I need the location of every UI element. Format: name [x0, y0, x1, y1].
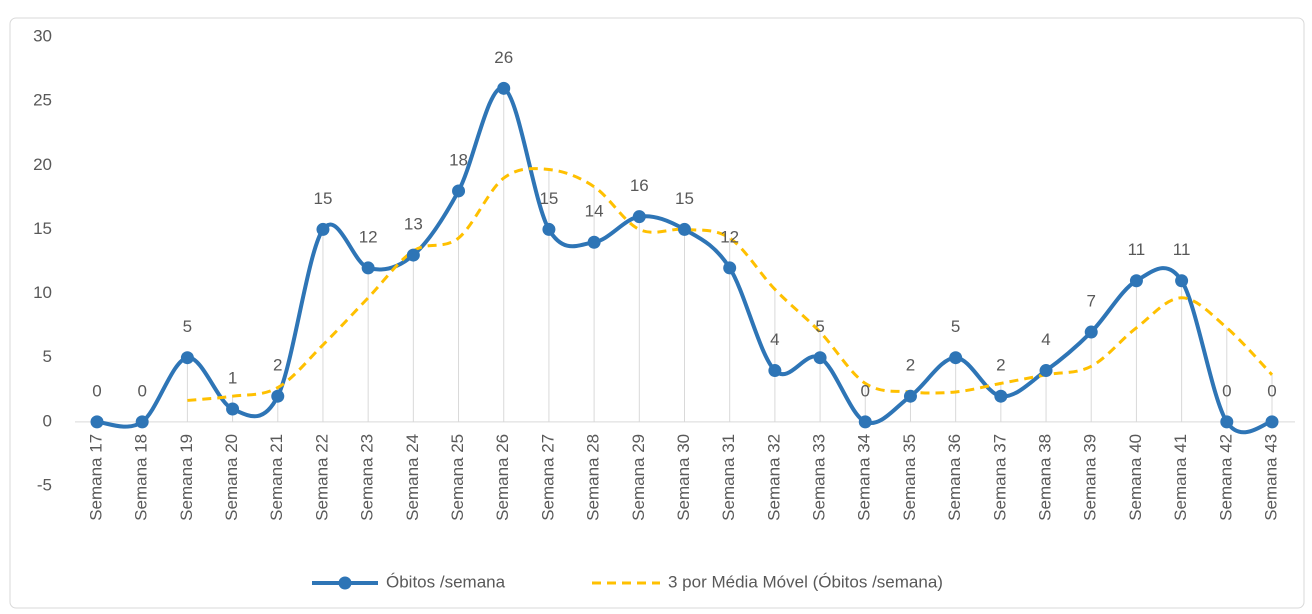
x-tick-label: Semana 22	[312, 434, 331, 521]
x-tick-label: Semana 27	[538, 434, 557, 521]
data-label: 7	[1086, 292, 1095, 311]
data-label: 14	[585, 202, 604, 221]
series-line	[187, 167, 1274, 402]
data-label: 18	[449, 150, 468, 169]
point-marker	[1129, 274, 1143, 288]
x-tick-label: Semana 31	[719, 434, 738, 521]
y-tick-label: 25	[33, 91, 52, 110]
point-marker	[768, 364, 782, 378]
x-tick-label: Semana 32	[764, 434, 783, 521]
data-label: 5	[815, 317, 824, 336]
data-label: 5	[951, 317, 960, 336]
data-label: 0	[1222, 381, 1231, 400]
data-label: 0	[92, 381, 101, 400]
point-marker	[1039, 364, 1053, 378]
y-tick-label: 10	[33, 283, 52, 302]
data-label: 15	[314, 189, 333, 208]
data-label: 12	[720, 227, 739, 246]
point-marker	[452, 184, 466, 198]
data-label: 15	[675, 189, 694, 208]
point-marker	[1084, 325, 1098, 339]
x-tick-label: Semana 37	[990, 434, 1009, 521]
data-label: 0	[861, 381, 870, 400]
point-marker	[1220, 415, 1234, 429]
point-marker	[678, 222, 691, 236]
data-label: 26	[494, 48, 513, 67]
x-tick-label: Semana 26	[493, 434, 512, 521]
x-tick-label: Semana 35	[900, 434, 919, 521]
x-tick-label: Semana 24	[403, 434, 422, 521]
y-tick-label: 15	[33, 219, 52, 238]
point-marker	[723, 261, 737, 275]
data-label: 15	[539, 189, 558, 208]
point-marker	[226, 402, 240, 416]
data-label: 1	[228, 369, 237, 388]
point-marker	[994, 389, 1008, 403]
data-label: 0	[137, 381, 146, 400]
x-tick-label: Semana 38	[1036, 434, 1055, 521]
x-tick-label: Semana 29	[629, 434, 648, 521]
legend-marker	[338, 576, 352, 590]
data-label: 5	[183, 317, 192, 336]
data-label: 13	[404, 215, 423, 234]
point-marker	[180, 351, 194, 365]
point-marker	[542, 222, 556, 236]
point-marker	[361, 261, 375, 275]
legend-label: 3 por Média Móvel (Óbitos /semana)	[668, 572, 943, 591]
x-tick-label: Semana 18	[132, 434, 151, 521]
x-tick-label: Semana 36	[945, 434, 964, 521]
x-tick-label: Semana 42	[1216, 434, 1235, 521]
y-tick-label: 5	[43, 347, 52, 366]
data-label: 4	[770, 330, 779, 349]
x-tick-label: Semana 25	[448, 434, 467, 521]
x-tick-label: Semana 23	[358, 434, 377, 521]
point-marker	[1175, 274, 1189, 288]
x-tick-label: Semana 40	[1126, 434, 1145, 521]
x-tick-label: Semana 30	[674, 434, 693, 521]
data-label: 12	[359, 227, 378, 246]
y-tick-label: 20	[33, 155, 52, 174]
data-label: 4	[1041, 330, 1050, 349]
point-marker	[271, 389, 285, 403]
x-tick-label: Semana 43	[1261, 434, 1280, 521]
data-label: 11	[1173, 240, 1191, 259]
point-marker	[90, 415, 104, 429]
x-tick-label: Semana 21	[267, 434, 286, 521]
point-marker	[1265, 415, 1279, 429]
data-label: 16	[630, 176, 649, 195]
y-tick-label: -5	[37, 475, 52, 494]
data-label: 2	[273, 356, 282, 375]
y-tick-label: 0	[43, 411, 52, 430]
data-label: 2	[996, 356, 1005, 375]
x-tick-label: Semana 41	[1171, 434, 1190, 521]
point-marker	[497, 81, 511, 95]
data-label: 0	[1267, 381, 1276, 400]
point-marker	[406, 248, 420, 262]
point-marker	[949, 351, 963, 365]
point-marker	[632, 210, 646, 224]
point-marker	[903, 389, 917, 403]
x-tick-label: Semana 17	[86, 434, 105, 521]
legend-label: Óbitos /semana	[386, 572, 506, 591]
point-marker	[135, 415, 149, 429]
x-tick-label: Semana 20	[222, 434, 241, 521]
x-tick-label: Semana 28	[584, 434, 603, 521]
point-marker	[813, 351, 827, 365]
data-label: 2	[906, 356, 915, 375]
x-tick-label: Semana 33	[810, 434, 829, 521]
point-marker	[858, 415, 872, 429]
x-tick-label: Semana 19	[177, 434, 196, 521]
chart-frame	[9, 17, 1305, 609]
x-tick-label: Semana 34	[855, 434, 874, 521]
y-tick-label: 30	[33, 26, 52, 45]
data-label: 11	[1128, 240, 1146, 259]
x-tick-label: Semana 39	[1081, 434, 1100, 521]
point-marker	[316, 222, 330, 236]
point-marker	[587, 235, 601, 249]
